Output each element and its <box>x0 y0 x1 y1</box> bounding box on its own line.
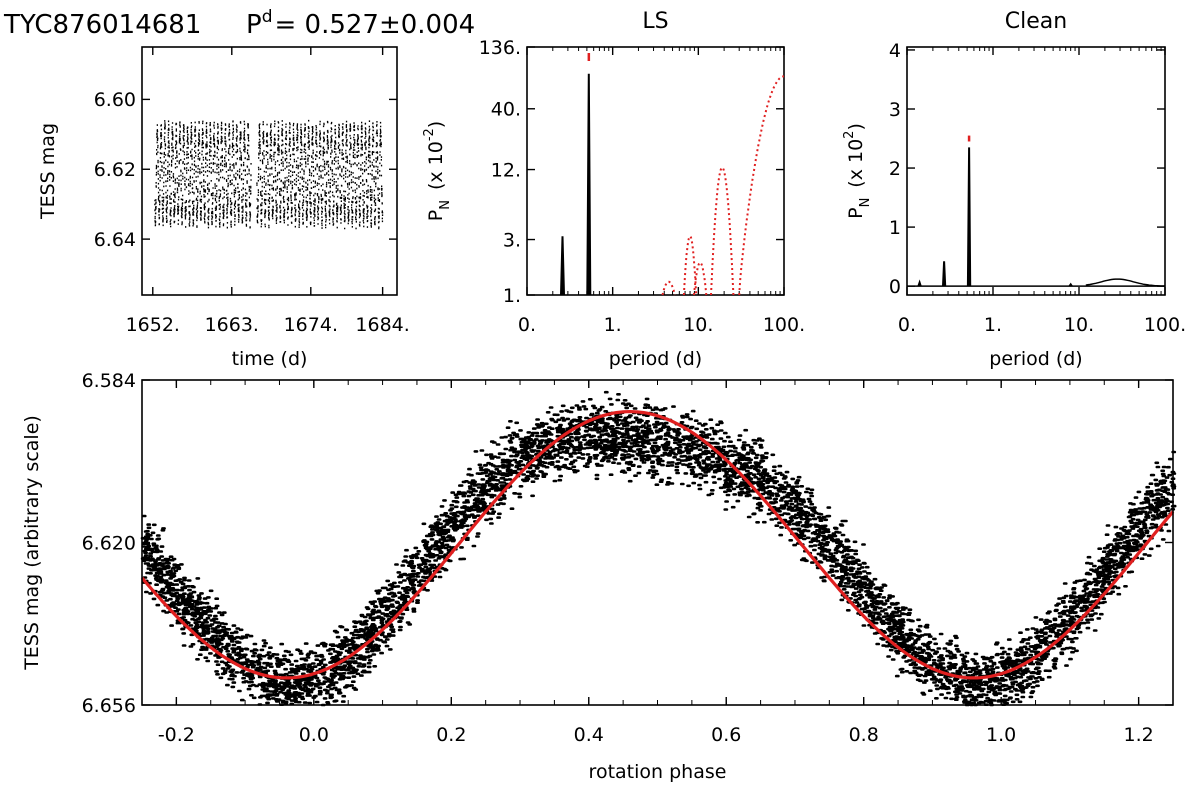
period-label: Pd= 0.527±0.004 <box>246 7 475 40</box>
phased-scatter-points <box>140 390 1177 707</box>
clean-y-axis-label-sub: N <box>858 198 873 208</box>
period-symbol: P <box>246 10 262 40</box>
phased-x-tick-label: 0.0 <box>299 724 329 746</box>
lightcurve-x-tick-label: 1652. <box>126 314 180 336</box>
phased-y-axis-label: TESS mag (arbitrary scale) <box>21 415 43 671</box>
ls-y-axis-label-symbol: P <box>425 210 447 221</box>
ls-x-tick-label: 100. <box>763 314 805 336</box>
phased-x-axis-label: rotation phase <box>589 761 727 783</box>
clean-long-period-bump <box>1085 278 1165 287</box>
lightcurve-axes-frame <box>141 46 398 296</box>
clean-x-axis-label: period (d) <box>989 348 1082 370</box>
lightcurve-x-tick-label: 1684. <box>355 314 409 336</box>
lightcurve-y-tick-label: 6.60 <box>94 89 136 111</box>
ls-title: LS <box>642 9 668 34</box>
clean-y-tick-label: 4 <box>889 40 901 62</box>
ls-y-tick-label: 1. <box>503 285 521 307</box>
clean-peak-0 <box>917 279 922 287</box>
ls-x-tick-label: 1. <box>604 314 622 336</box>
ls-y-tick-label: 40. <box>491 99 521 121</box>
clean-y-axis-label-exp: 2 <box>842 131 857 139</box>
ls-x-axis-label: period (d) <box>609 348 702 370</box>
ls-y-axis-label: PN (x 10-2) <box>422 121 453 221</box>
lightcurve-y-tick-label: 6.62 <box>94 159 136 181</box>
clean-peak-2 <box>966 147 972 287</box>
clean-x-tick-label: 1. <box>984 314 1002 336</box>
ls-red-curve-2 <box>693 261 708 296</box>
phased-y-tick-label: 6.620 <box>82 532 136 554</box>
clean-axes-frame <box>906 46 1166 296</box>
lightcurve-scatter-points <box>154 119 384 230</box>
ls-y-axis-label-exp: -2 <box>422 128 437 141</box>
clean-y-axis-label-symbol: P <box>845 207 867 218</box>
phased-x-tick-label: 0.8 <box>849 724 879 746</box>
period-sup: d <box>262 7 273 27</box>
ls-periodogram-panel: 0. 1. 10. 100. 1. 3. 12. 40. 136. LS period (d) PN (… <box>422 9 805 370</box>
lightcurve-y-axis-label: TESS mag <box>37 123 59 220</box>
phased-x-tick-label: 1.0 <box>986 724 1016 746</box>
lightcurve-x-tick-label: 1674. <box>284 314 338 336</box>
ls-x-tick-label: 0. <box>518 314 536 336</box>
clean-title: Clean <box>1005 9 1067 34</box>
phased-lightcurve-panel: -0.2 0.0 0.2 0.4 0.6 0.8 1.0 1.2 6.584 6.620 6.656… <box>21 370 1177 783</box>
clean-peak-1 <box>942 261 947 287</box>
clean-x-tick-label: 0. <box>898 314 916 336</box>
ls-y-tick-label: 3. <box>503 229 521 251</box>
ls-red-curve-0 <box>661 280 676 296</box>
ls-y-axis-label-units: (x 10 <box>425 141 447 190</box>
clean-x-tick-label: 100. <box>1144 314 1186 336</box>
phased-y-tick-label: 6.584 <box>82 370 136 392</box>
clean-x-tick-label: 10. <box>1064 314 1094 336</box>
ls-x-tick-label: 10. <box>683 314 713 336</box>
clean-y-axis-label-close: ) <box>845 123 867 130</box>
period-value: = 0.527±0.004 <box>274 10 475 40</box>
lightcurve-x-axis-label: time (d) <box>232 348 308 370</box>
clean-peak-3 <box>1068 282 1073 287</box>
phased-x-tick-label: 0.4 <box>574 724 604 746</box>
ls-red-curve-3 <box>710 166 735 296</box>
ls-axes-frame <box>526 46 785 296</box>
phased-x-tick-label: 0.6 <box>711 724 741 746</box>
lightcurve-points <box>154 119 384 230</box>
ls-y-tick-label: 136. <box>479 37 521 59</box>
clean-y-axis-label-units: (x 10 <box>845 139 867 188</box>
ls-red-curve-4 <box>738 75 785 296</box>
phased-y-tick-label: 6.656 <box>82 695 136 717</box>
ls-y-tick-label: 12. <box>491 159 521 181</box>
phased-x-tick-label: -0.2 <box>158 724 195 746</box>
clean-y-tick-label: 3 <box>889 99 901 121</box>
lightcurve-y-tick-label: 6.64 <box>94 229 136 251</box>
phased-x-tick-label: 0.2 <box>436 724 466 746</box>
ls-red-curve-1 <box>682 235 698 296</box>
ls-peak-1 <box>586 73 592 296</box>
ls-peak-0 <box>560 236 565 296</box>
phased-model-curve <box>140 409 1175 680</box>
clean-y-tick-label: 0 <box>889 276 901 298</box>
star-id: TYC876014681 <box>3 10 201 40</box>
phased-points <box>140 390 1177 707</box>
clean-y-tick-label: 1 <box>889 217 901 239</box>
clean-y-tick-label: 2 <box>889 158 901 180</box>
lightcurve-x-tick-label: 1663. <box>205 314 259 336</box>
ls-y-axis-label-close: ) <box>425 121 447 128</box>
phased-x-tick-label: 1.2 <box>1124 724 1154 746</box>
lightcurve-panel: 1652. 1663. 1674. 1684. 6.60 6.62 6.64 time (d)… <box>37 46 410 370</box>
ls-y-axis-label-sub: N <box>438 200 453 210</box>
clean-y-axis-label: PN (x 102) <box>842 123 873 219</box>
